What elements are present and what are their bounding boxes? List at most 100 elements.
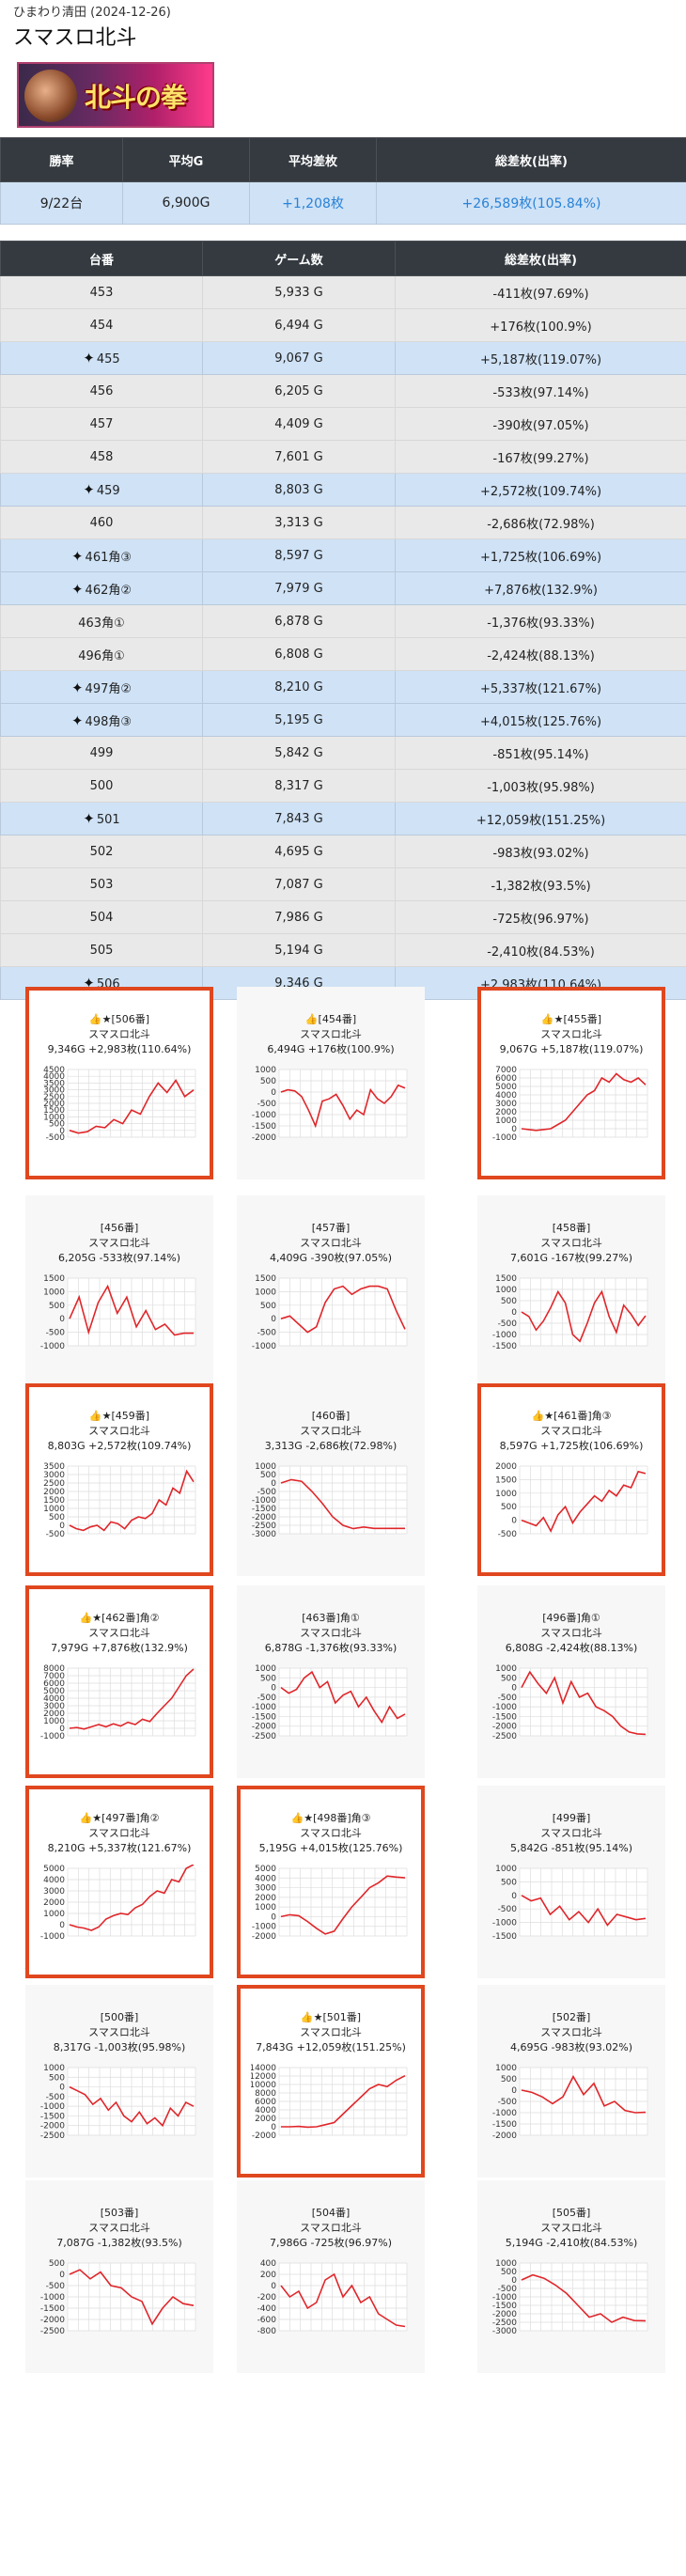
chart-subtitle: スマスロ北斗	[300, 1425, 362, 1437]
chart-card[interactable]: [460番] スマスロ北斗 3,313G -2,686枚(72.98%) 1000 50…	[237, 1383, 425, 1576]
y-tick-label: -500	[257, 1694, 277, 1703]
chart-card[interactable]: 👍★[459番] スマスロ北斗 8,803G +2,572枚(109.74%) 350…	[25, 1383, 213, 1576]
units-header-diff[interactable]: 総差枚(出率)	[395, 241, 686, 276]
y-tick-label: 3000	[495, 1100, 517, 1109]
y-tick-label: 0	[511, 2276, 517, 2286]
table-row[interactable]: 503 7,087 G -1,382枚(93.5%)	[0, 867, 686, 901]
unit-number: 496角①	[78, 648, 125, 664]
chart-title: [505番]	[477, 2205, 665, 2220]
unit-cell[interactable]: 503	[0, 867, 203, 901]
y-tick-label: -500	[257, 1329, 277, 1338]
games-cell: 6,878 G	[202, 604, 396, 638]
thumbs-up-icon: 👍	[88, 1410, 102, 1422]
table-row[interactable]: 460 3,313 G -2,686枚(72.98%)	[0, 506, 686, 539]
unit-cell[interactable]: ✦ 498角③	[0, 703, 203, 737]
y-tick-label: 4000	[43, 1876, 65, 1885]
chart-card[interactable]: 👍★[501番] スマスロ北斗 7,843G +12,059枚(151.25%) 14…	[237, 1985, 425, 2178]
y-tick-label: 0	[511, 1684, 517, 1694]
table-row[interactable]: 505 5,194 G -2,410枚(84.53%)	[0, 933, 686, 967]
unit-cell[interactable]: 453	[0, 275, 203, 309]
table-row[interactable]: 502 4,695 G -983枚(93.02%)	[0, 835, 686, 868]
unit-cell[interactable]: 456	[0, 374, 203, 408]
unit-cell[interactable]: 502	[0, 835, 203, 868]
chart-card[interactable]: 👍★[498番]角③ スマスロ北斗 5,195G +4,015枚(125.76%) 5…	[237, 1786, 425, 1978]
unit-cell[interactable]: 500	[0, 769, 203, 803]
units-header-unit[interactable]: 台番	[0, 241, 203, 276]
table-row[interactable]: ✦ 455 9,067 G +5,187枚(119.07%)	[0, 341, 686, 375]
unit-cell[interactable]: ✦ 459	[0, 473, 203, 507]
chart-card[interactable]: 👍★[462番]角② スマスロ北斗 7,979G +7,876枚(132.9%) 80…	[25, 1585, 213, 1778]
table-row[interactable]: ✦ 459 8,803 G +2,572枚(109.74%)	[0, 473, 686, 507]
table-row[interactable]: 458 7,601 G -167枚(99.27%)	[0, 440, 686, 474]
y-tick-label: 2000	[43, 1100, 65, 1109]
chart-card[interactable]: [504番] スマスロ北斗 7,986G -725枚(96.97%) 400 200 0 -…	[237, 2180, 425, 2373]
y-tick-label: -1000	[252, 1342, 276, 1350]
y-tick-label: 1000	[255, 1066, 276, 1075]
chart-info: 6,494G +176枚(100.9%)	[267, 1043, 395, 1055]
table-row[interactable]: 453 5,933 G -411枚(97.69%)	[0, 275, 686, 309]
table-row[interactable]: 463角① 6,878 G -1,376枚(93.33%)	[0, 604, 686, 638]
chart-card[interactable]: 👍★[455番] スマスロ北斗 9,067G +5,187枚(119.07%) 700…	[477, 987, 665, 1179]
table-row[interactable]: ✦ 501 7,843 G +12,059枚(151.25%)	[0, 802, 686, 835]
chart-card[interactable]: 👍★[497番]角② スマスロ北斗 8,210G +5,337枚(121.67%) 5…	[25, 1786, 213, 1978]
chart-card[interactable]: [502番] スマスロ北斗 4,695G -983枚(93.02%) 1000 500 0…	[477, 1985, 665, 2178]
y-tick-label: 0	[271, 1684, 276, 1694]
diff-cell: +4,015枚(125.76%)	[395, 703, 686, 737]
chart-title: 👍★[497番]角②	[29, 1810, 210, 1825]
table-row[interactable]: 496角① 6,808 G -2,424枚(88.13%)	[0, 637, 686, 671]
chart-title: 👍★[501番]	[241, 2009, 421, 2024]
unit-cell[interactable]: 458	[0, 440, 203, 474]
unit-cell[interactable]: 454	[0, 308, 203, 342]
chart-subtitle: スマスロ北斗	[300, 2026, 362, 2038]
unit-cell[interactable]: ✦ 497角②	[0, 670, 203, 704]
y-tick-label: -1000	[40, 2293, 65, 2303]
table-row[interactable]: 456 6,205 G -533枚(97.14%)	[0, 374, 686, 408]
thumbs-up-icon: 👍	[88, 1013, 102, 1025]
chart-card[interactable]: [458番] スマスロ北斗 7,601G -167枚(99.27%) 1500 1000…	[477, 1195, 665, 1388]
unit-cell[interactable]: ✦ 501	[0, 802, 203, 835]
y-tick-label: 8000	[43, 1664, 65, 1674]
table-row[interactable]: 454 6,494 G +176枚(100.9%)	[0, 308, 686, 342]
chart-card[interactable]: [505番] スマスロ北斗 5,194G -2,410枚(84.53%) 1000 50…	[477, 2180, 665, 2373]
chart-card[interactable]: [500番] スマスロ北斗 8,317G -1,003枚(95.98%) 1000 50…	[25, 1985, 213, 2178]
chart-card[interactable]: [463番]角① スマスロ北斗 6,878G -1,376枚(93.33%) 1000…	[237, 1585, 425, 1778]
table-row[interactable]: 499 5,842 G -851枚(95.14%)	[0, 736, 686, 770]
table-row[interactable]: ✦ 497角② 8,210 G +5,337枚(121.67%)	[0, 670, 686, 704]
table-row[interactable]: ✦ 462角② 7,979 G +7,876枚(132.9%)	[0, 571, 686, 605]
chart-title: [456番]	[25, 1220, 213, 1235]
chart-card[interactable]: [496番]角① スマスロ北斗 6,808G -2,424枚(88.13%) 1000…	[477, 1585, 665, 1778]
table-row[interactable]: 457 4,409 G -390枚(97.05%)	[0, 407, 686, 441]
unit-cell[interactable]: 457	[0, 407, 203, 441]
table-row[interactable]: ✦ 498角③ 5,195 G +4,015枚(125.76%)	[0, 703, 686, 737]
unit-cell[interactable]: 504	[0, 900, 203, 934]
machine-banner[interactable]: 北斗の拳	[17, 62, 214, 128]
y-tick-label: -2500	[492, 1732, 517, 1740]
unit-number: 463角①	[78, 616, 125, 631]
chart-card[interactable]: [457番] スマスロ北斗 4,409G -390枚(97.05%) 1500 1000…	[237, 1195, 425, 1388]
unit-cell[interactable]: 463角①	[0, 604, 203, 638]
unit-cell[interactable]: ✦ 461角③	[0, 539, 203, 572]
chart-title: [500番]	[25, 2009, 213, 2024]
unit-cell[interactable]: ✦ 455	[0, 341, 203, 375]
unit-cell[interactable]: 505	[0, 933, 203, 967]
games-cell: 5,933 G	[202, 275, 396, 309]
chart-card[interactable]: 👍[454番] スマスロ北斗 6,494G +176枚(100.9%) 1000 500…	[237, 987, 425, 1179]
chart-card[interactable]: 👍★[461番]角③ スマスロ北斗 8,597G +1,725枚(106.69%) 2…	[477, 1383, 665, 1576]
table-row[interactable]: 500 8,317 G -1,003枚(95.98%)	[0, 769, 686, 803]
chart-info: 8,317G -1,003枚(95.98%)	[53, 2041, 186, 2053]
unit-cell[interactable]: ✦ 462角②	[0, 571, 203, 605]
chart-card[interactable]: [456番] スマスロ北斗 6,205G -533枚(97.14%) 1500 1000…	[25, 1195, 213, 1388]
table-row[interactable]: 504 7,986 G -725枚(96.97%)	[0, 900, 686, 934]
chart-card[interactable]: [503番] スマスロ北斗 7,087G -1,382枚(93.5%) 500 0 -50…	[25, 2180, 213, 2373]
unit-cell[interactable]: 499	[0, 736, 203, 770]
y-tick-label: 3500	[43, 1079, 65, 1088]
unit-cell[interactable]: 460	[0, 506, 203, 539]
y-tick-label: 2000	[255, 2115, 276, 2124]
table-row[interactable]: ✦ 461角③ 8,597 G +1,725枚(106.69%)	[0, 539, 686, 572]
unit-cell[interactable]: 496角①	[0, 637, 203, 671]
chart-card[interactable]: 👍★[506番] スマスロ北斗 9,346G +2,983枚(110.64%) 450…	[25, 987, 213, 1179]
y-tick-label: -1500	[492, 1932, 517, 1940]
units-header-games[interactable]: ゲーム数	[202, 241, 396, 276]
chart-card[interactable]: [499番] スマスロ北斗 5,842G -851枚(95.14%) 1000 500 0…	[477, 1786, 665, 1978]
